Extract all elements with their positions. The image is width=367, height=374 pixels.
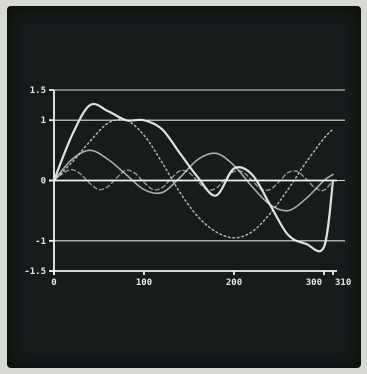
y-tick-labels: 1.5 1 0 -1 -1.5 (24, 86, 46, 277)
y-tick-label-1: 1 (41, 116, 46, 126)
line-chart: 1.5 1 0 -1 -1.5 0 100 200 300 310 (24, 86, 351, 288)
series-line-0 (52, 102, 335, 253)
x-tick-label-0: 0 (51, 278, 56, 288)
series-line-1 (53, 149, 334, 212)
series-layer (52, 102, 335, 253)
x-tick-label-2: 200 (226, 278, 242, 288)
monitor-screen: 1.5 1 0 -1 -1.5 0 100 200 300 310 (7, 6, 361, 368)
x-tick-label-1: 100 (136, 278, 152, 288)
x-tick-label-4: 310 (335, 278, 351, 288)
series-line-3 (53, 168, 334, 192)
y-tick-label-3: -1 (35, 237, 46, 247)
y-tick-label-2: 0 (41, 177, 46, 187)
x-tick-labels: 0 100 200 300 310 (51, 278, 351, 288)
series-line-2 (53, 118, 334, 239)
x-tick-label-3: 300 (306, 278, 322, 288)
y-tick-label-4: -1.5 (24, 267, 46, 277)
axes (49, 89, 337, 275)
y-tick-label-0: 1.5 (30, 86, 46, 96)
